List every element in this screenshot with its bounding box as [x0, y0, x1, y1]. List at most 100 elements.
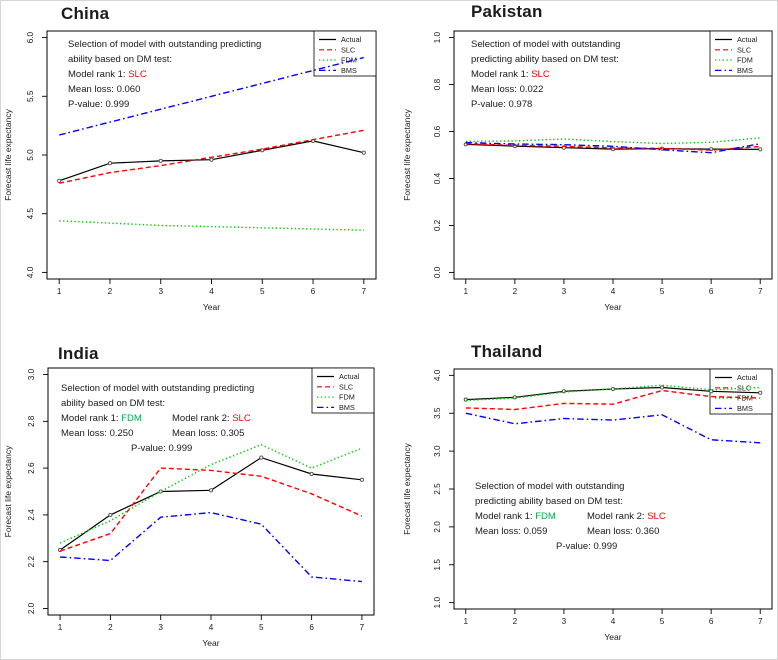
- data-point-marker: [359, 477, 364, 482]
- x-tick-label: 1: [58, 623, 63, 632]
- y-axis-label: Forecast life expectancy: [3, 445, 13, 537]
- series-line-slc: [59, 129, 364, 184]
- y-tick-label: 2.2: [27, 556, 36, 568]
- y-tick-label: 0.0: [433, 266, 442, 278]
- y-tick-label: 2.8: [27, 415, 36, 427]
- model-rank-text: Model rank 1: FDM: [475, 511, 556, 522]
- x-tick-label: 2: [513, 617, 518, 626]
- mean-loss-text: Mean loss: 0.060: [68, 84, 141, 95]
- model-rank-text: Model rank 1: SLC: [471, 69, 550, 80]
- mean-loss-text: Mean loss: 0.250: [61, 428, 134, 439]
- chart-svg-pakistan: 0.0 0.2 0.4 0.6 0.8 1.0 1 2 3 4 5 6 7 Year Forecast li…: [402, 30, 773, 312]
- x-tick-label: 6: [709, 287, 714, 296]
- model-name: SLC: [531, 69, 550, 80]
- chart-title-pakistan: Pakistan: [471, 2, 543, 21]
- model-name: SLC: [647, 511, 666, 522]
- series-line-fdm: [59, 220, 364, 231]
- mean-loss-text: Mean loss: 0.059: [475, 526, 548, 537]
- x-tick-label: 6: [309, 623, 314, 632]
- y-tick-label: 4.0: [26, 266, 35, 278]
- y-tick-label: 0.4: [433, 172, 442, 184]
- annotation-line: Model rank 1: SLC: [471, 67, 620, 82]
- data-point-marker: [108, 512, 113, 517]
- legend-label-fdm: FDM: [341, 56, 357, 65]
- y-tick-label: 3.5: [433, 407, 442, 419]
- model-name: FDM: [535, 511, 556, 522]
- y-tick-label: 4.5: [26, 208, 35, 220]
- y-axis-label: Forecast life expectancy: [3, 108, 13, 200]
- legend-label-actual: Actual: [341, 35, 362, 44]
- annotation-line: Mean loss: 0.060: [68, 82, 261, 97]
- data-point-marker: [309, 471, 314, 477]
- x-tick-label: 2: [108, 623, 113, 632]
- x-tick-label: 6: [709, 617, 714, 626]
- legend-label-actual: Actual: [737, 35, 758, 44]
- chart-svg-china: 4.0 4.5 5.0 5.5 6.0 1 2 3 4 5 6 7 Year Forecast life …: [3, 30, 377, 312]
- data-point-marker: [209, 157, 214, 162]
- annotation-line: Mean loss: 0.250 Mean loss: 0.305: [61, 426, 254, 441]
- series-line-bms: [465, 141, 761, 154]
- x-tick-label: 3: [158, 287, 163, 296]
- p-value-text: P-value: 0.999: [556, 541, 618, 552]
- series-line-bms: [59, 56, 364, 136]
- y-tick-label: 3.0: [27, 368, 36, 380]
- series-line-fdm: [465, 137, 761, 145]
- chart-title-thailand: Thailand: [471, 342, 543, 361]
- dm-test-annotation: Selection of model with outstanding predi…: [471, 37, 620, 112]
- annotation-line: Selection of model with outstanding: [471, 39, 621, 50]
- model-name: SLC: [128, 69, 147, 80]
- x-tick-label: 1: [463, 617, 468, 626]
- chart-title-india: India: [58, 344, 99, 363]
- chart-svg-india: 2.0 2.2 2.4 2.6 2.8 3.0 1 2 3 4 5 6 7 Year Forecast li…: [3, 367, 375, 648]
- annotation-line: predicting ability based on DM test:: [471, 54, 619, 65]
- dm-test-annotation: Selection of model with outstanding pred…: [61, 381, 254, 456]
- y-tick-label: 6.0: [26, 31, 35, 43]
- mean-loss-text: Mean loss: 0.022: [471, 84, 544, 95]
- x-tick-label: 3: [562, 287, 567, 296]
- legend-label-slc: SLC: [341, 45, 355, 54]
- annotation-line: ability based on DM test:: [61, 398, 166, 409]
- x-tick-label: 1: [57, 287, 62, 296]
- x-tick-label: 2: [108, 287, 113, 296]
- legend-box: [313, 30, 377, 77]
- mean-loss-text: Mean loss: 0.305: [172, 428, 245, 439]
- chart-svg-thailand: 1.0 1.5 2.0 2.5 3.0 3.5 4.0 1 2 3 4 5 6 7 Year Forecast…: [402, 368, 773, 642]
- y-tick-label: 3.0: [433, 445, 442, 457]
- model-rank-text: Model rank 2: SLC: [587, 511, 666, 522]
- y-tick-label: 0.2: [433, 219, 442, 231]
- model-name: FDM: [121, 413, 142, 424]
- legend-box: [709, 30, 773, 77]
- y-axis-label: Forecast life expectancy: [402, 108, 412, 200]
- y-tick-label: 2.4: [27, 509, 36, 521]
- annotation-line: Selection of model with outstanding pred…: [61, 383, 255, 394]
- x-axis-label: Year: [202, 638, 219, 648]
- data-point-marker: [107, 161, 113, 166]
- series-line-bms: [60, 511, 362, 583]
- y-tick-label: 5.5: [26, 90, 35, 102]
- y-tick-label: 2.5: [433, 483, 442, 495]
- annotation-line: Model rank 1: FDM Model rank 2: SLC: [475, 509, 666, 524]
- model-rank-text: Model rank 2: SLC: [172, 413, 251, 424]
- x-tick-label: 3: [562, 617, 567, 626]
- data-point-marker: [361, 150, 366, 155]
- chart-title-china: China: [61, 4, 110, 23]
- x-tick-label: 7: [758, 287, 763, 296]
- annotation-line: predicting ability based on DM test:: [475, 496, 623, 507]
- annotation-line: Selection of model with outstanding: [475, 481, 625, 492]
- data-point-marker: [758, 390, 763, 395]
- dm-test-annotation: Selection of model with outstanding predi…: [475, 479, 666, 554]
- x-tick-label: 2: [513, 287, 518, 296]
- series-line-slc: [465, 143, 761, 151]
- mean-loss-text: Mean loss: 0.360: [587, 526, 660, 537]
- y-tick-label: 0.8: [433, 78, 442, 90]
- x-tick-label: 4: [209, 623, 214, 632]
- panel-india: India 2.0 2.2 2.4 2.6 2.8 3.0 1 2 3 4 5 6 7 Year Forec…: [1, 330, 389, 659]
- x-axis-label: Year: [203, 302, 220, 312]
- data-point-marker: [158, 158, 163, 163]
- y-tick-label: 1.5: [433, 559, 442, 571]
- data-point-marker: [709, 389, 714, 394]
- panel-pakistan: Pakistan 0.0 0.2 0.4 0.6 0.8 1.0 1 2 3 4 5 6 7 Year Fo…: [389, 1, 777, 330]
- annotation-line: ability based on DM test:: [68, 54, 173, 65]
- x-tick-label: 7: [362, 287, 367, 296]
